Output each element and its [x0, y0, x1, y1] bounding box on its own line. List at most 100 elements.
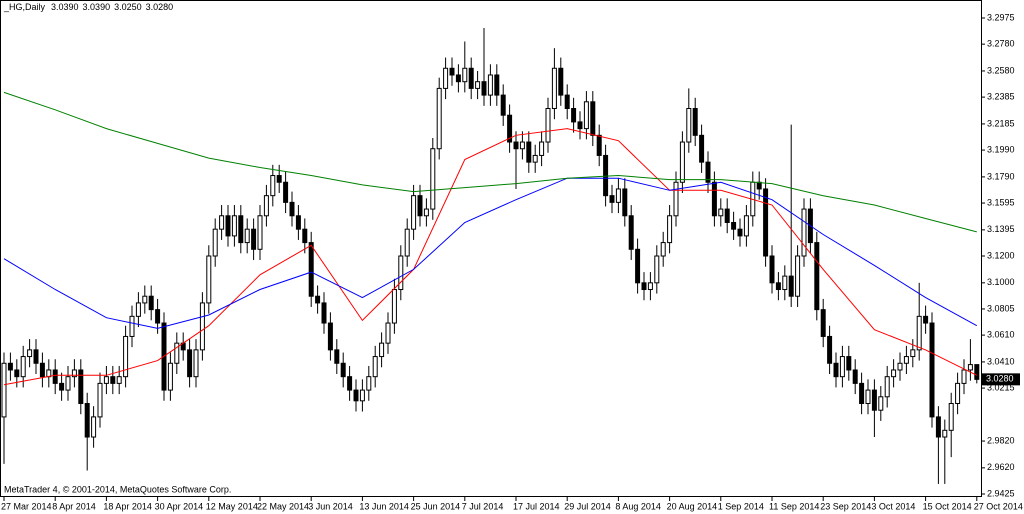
candle-body: [903, 356, 909, 364]
header-open: 3.0390: [51, 2, 79, 12]
candle-body: [673, 181, 679, 217]
candle-body: [916, 315, 922, 351]
x-tick-label: 29 Jul 2014: [564, 501, 611, 511]
current-price-box: [982, 373, 1020, 386]
candle-body: [110, 376, 116, 384]
candle-body: [385, 322, 391, 344]
candle-body: [244, 228, 250, 244]
candle-body: [436, 87, 442, 150]
moving-average: [3, 177, 978, 329]
y-tick-label: 3.2780: [987, 39, 1015, 49]
candle-body: [417, 195, 423, 217]
candle-body: [39, 362, 45, 378]
candle-body: [33, 349, 39, 364]
candle-body: [295, 215, 301, 230]
candle-body: [340, 362, 346, 378]
candle-body: [884, 376, 890, 398]
y-tick-label: 3.2185: [987, 118, 1015, 128]
candle-body: [71, 369, 77, 378]
x-tick-label: 8 Apr 2014: [52, 501, 96, 511]
candle-body: [513, 141, 519, 150]
candle-body: [500, 94, 506, 116]
y-tick-label: 2.9620: [987, 462, 1015, 472]
candle-body: [660, 242, 666, 257]
candle-body: [91, 416, 97, 438]
x-tick-label: 12 May 2014: [206, 501, 258, 511]
candle-body: [622, 188, 628, 217]
candle-body: [628, 215, 634, 250]
x-tick-label: 20 Aug 2014: [667, 501, 718, 511]
candle-body: [257, 215, 263, 250]
x-tick-label: 23 Sep 2014: [820, 501, 871, 511]
candle-body: [718, 208, 724, 217]
candle-body: [494, 74, 500, 96]
candle-body: [20, 356, 26, 378]
candle-body: [65, 376, 71, 391]
candle-body: [532, 154, 538, 163]
candle-body: [404, 228, 410, 257]
candle-body: [859, 382, 865, 404]
y-tick-label: 2.9425: [987, 488, 1015, 498]
candle-body: [603, 154, 609, 197]
candle-body: [788, 275, 794, 297]
candle-body: [14, 369, 20, 378]
x-tick-label: 8 Aug 2014: [615, 501, 661, 511]
candle-body: [167, 362, 173, 391]
candle-body: [423, 208, 429, 217]
credit: MetaTrader 4, © 2001-2014, MetaQuotes So…: [4, 484, 231, 494]
candle-body: [276, 175, 282, 183]
candle-body: [219, 215, 225, 230]
candle-body: [52, 369, 58, 384]
candle-body: [865, 389, 871, 404]
candle-body: [635, 248, 641, 284]
y-tick-label: 3.1200: [987, 250, 1015, 260]
candle-body: [577, 121, 583, 130]
candle-body: [871, 389, 877, 411]
candle-body: [679, 141, 685, 183]
x-tick-label: 30 Apr 2014: [155, 501, 204, 511]
candle-body: [724, 208, 730, 223]
candle-body: [391, 289, 397, 324]
candle-body: [347, 376, 353, 391]
candle-body: [366, 376, 372, 391]
candle-body: [135, 302, 141, 317]
candle-body: [475, 81, 481, 89]
candle-body: [699, 134, 705, 163]
candle-body: [379, 342, 385, 358]
candle-body: [558, 67, 564, 96]
y-tick-label: 3.0805: [987, 303, 1015, 313]
candle-body: [955, 382, 961, 404]
candle-body: [27, 349, 33, 358]
candle-body: [852, 369, 858, 384]
candle-body: [910, 349, 916, 358]
candle-body: [462, 67, 468, 83]
candle-body: [782, 275, 788, 291]
candle-body: [443, 67, 449, 89]
candle-body: [97, 382, 103, 418]
candle-body: [814, 242, 820, 311]
candle-body: [667, 215, 673, 244]
candle-body: [519, 141, 525, 150]
candle-body: [206, 255, 212, 304]
candle-body: [942, 429, 948, 438]
candle-body: [372, 356, 378, 378]
candle-body: [775, 282, 781, 291]
y-tick-label: 3.0215: [987, 382, 1015, 392]
candle-body: [78, 369, 84, 404]
x-tick-label: 15 Oct 2014: [923, 501, 972, 511]
y-tick-label: 3.1395: [987, 224, 1015, 234]
candle-body: [199, 302, 205, 351]
candle-body: [353, 389, 359, 402]
candle-body: [923, 315, 929, 324]
candle-body: [731, 221, 737, 230]
candle-body: [116, 376, 122, 384]
candle-body: [961, 369, 967, 384]
candle-body: [897, 362, 903, 371]
candle-body: [468, 67, 474, 89]
candle-body: [609, 195, 615, 203]
y-tick-label: 3.0610: [987, 329, 1015, 339]
candle-body: [551, 67, 557, 110]
candle-body: [590, 101, 596, 136]
candle-body: [481, 81, 487, 96]
candle-body: [564, 94, 570, 110]
